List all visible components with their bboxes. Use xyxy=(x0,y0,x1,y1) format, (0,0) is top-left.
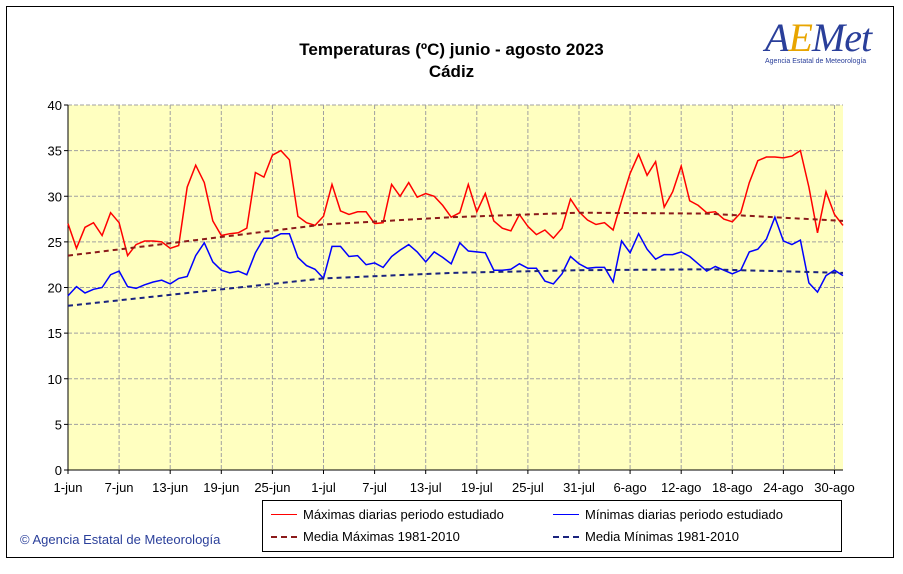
x-tick-label: 13-jun xyxy=(152,480,188,495)
y-tick-label: 20 xyxy=(48,281,62,296)
y-tick-label: 15 xyxy=(48,326,62,341)
legend: Máximas diarias periodo estudiado Mínima… xyxy=(262,500,842,552)
x-tick-label: 13-jul xyxy=(410,480,442,495)
series-line-1 xyxy=(67,215,844,297)
copyright-text: © Agencia Estatal de Meteorología xyxy=(20,532,221,547)
y-tick-label: 35 xyxy=(48,144,62,159)
x-tick-label: 25-jun xyxy=(254,480,290,495)
legend-item-min: Mínimas diarias periodo estudiado xyxy=(553,507,783,522)
x-tick-label: 19-jul xyxy=(461,480,493,495)
y-tick-label: 0 xyxy=(55,463,62,478)
legend-label-min: Mínimas diarias periodo estudiado xyxy=(585,507,783,522)
aemet-logo: AEMet Agencia Estatal de Meteorología xyxy=(765,15,872,66)
y-tick-label: 25 xyxy=(48,235,62,250)
y-tick-label: 30 xyxy=(48,189,62,204)
series-line-2 xyxy=(67,211,844,257)
x-tick-label: 7-jun xyxy=(105,480,134,495)
series-line-0 xyxy=(67,149,844,258)
legend-item-avg-min: Media Mínimas 1981-2010 xyxy=(553,529,739,544)
x-tick-label: 31-jul xyxy=(563,480,595,495)
chart-frame xyxy=(6,6,894,558)
legend-label-max: Máximas diarias periodo estudiado xyxy=(303,507,504,522)
series-line-3 xyxy=(67,268,844,307)
y-tick-label: 40 xyxy=(48,98,62,113)
x-tick-label: 6-ago xyxy=(613,480,646,495)
x-tick-label: 24-ago xyxy=(763,480,803,495)
legend-item-max: Máximas diarias periodo estudiado xyxy=(271,507,504,522)
legend-label-avg-max: Media Máximas 1981-2010 xyxy=(303,529,460,544)
chart-title: Temperaturas (ºC) junio - agosto 2023 xyxy=(299,40,604,59)
x-tick-label: 1-jun xyxy=(54,480,83,495)
legend-label-avg-min: Media Mínimas 1981-2010 xyxy=(585,529,739,544)
x-tick-label: 25-jul xyxy=(512,480,544,495)
x-tick-label: 18-ago xyxy=(712,480,752,495)
x-tick-label: 1-jul xyxy=(311,480,336,495)
x-tick-label: 19-jun xyxy=(203,480,239,495)
y-tick-label: 5 xyxy=(55,417,62,432)
x-tick-label: 30-ago xyxy=(814,480,854,495)
x-tick-label: 12-ago xyxy=(661,480,701,495)
y-tick-label: 10 xyxy=(48,372,62,387)
chart-subtitle: Cádiz xyxy=(428,62,475,81)
x-tick-label: 7-jul xyxy=(362,480,387,495)
legend-item-avg-max: Media Máximas 1981-2010 xyxy=(271,529,460,544)
